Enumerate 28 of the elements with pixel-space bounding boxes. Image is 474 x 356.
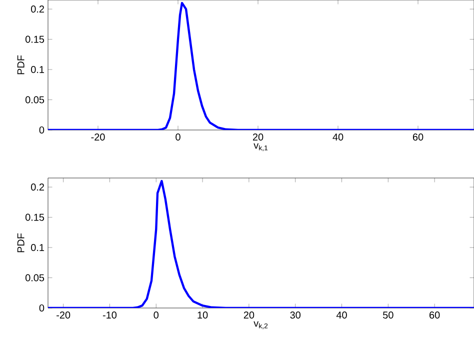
y-tick-label: 0.1 [31, 244, 44, 252]
x-tick-label: 40 [336, 312, 347, 319]
x-tick-label: 60 [412, 134, 424, 141]
x-tick-label: 10 [198, 312, 208, 319]
y-tick-label: 0 [39, 126, 44, 134]
x-tick-label: 60 [430, 312, 440, 319]
y-tick-label: 0.15 [25, 36, 44, 43]
x-tick-label: 30 [290, 312, 300, 319]
y-tick-label: 0.05 [25, 274, 44, 282]
y-tick-label: 0.05 [25, 96, 44, 104]
x-tick-label: 20 [244, 312, 254, 319]
y-tick-label: 0.2 [31, 184, 44, 191]
x-tick-label: 50 [383, 312, 394, 319]
y-axis-title: PDF [17, 233, 24, 252]
x-tick-label: 0 [154, 312, 159, 319]
x-tick-label: -10 [102, 312, 117, 319]
x-tick-label: 40 [332, 134, 344, 141]
x-tick-label: 0 [176, 134, 180, 141]
y-tick-label: 0 [39, 304, 44, 312]
x-tick-label: -20 [56, 312, 70, 319]
x-tick-label: -20 [91, 134, 105, 141]
x-axis-title: v$_{k,2}$ [254, 321, 268, 330]
y-tick-label: 0.1 [31, 66, 44, 74]
x-axis-title: v$_{k,1}$ [254, 143, 268, 152]
y-tick-label: 0.2 [31, 6, 44, 13]
y-tick-label: 0.15 [25, 214, 44, 221]
x-tick-label: 20 [252, 134, 264, 141]
y-axis-title: PDF [17, 55, 24, 74]
